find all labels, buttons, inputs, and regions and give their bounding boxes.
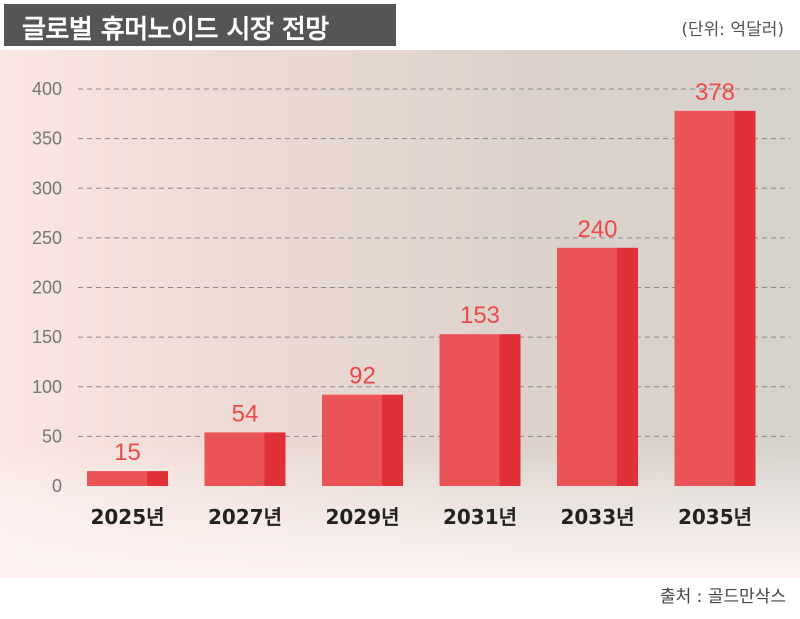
chart-header: 글로벌 휴머노이드 시장 전망 (단위: 억달러) (0, 0, 800, 50)
bar-side-3 (499, 334, 521, 486)
y-tick-label-6: 300 (32, 178, 62, 198)
chart-title: 글로벌 휴머노이드 시장 전망 (22, 15, 329, 45)
x-tick-label-0: 2025년 (90, 505, 164, 529)
x-axis-labels: 2025년 2027년 2029년 2031년 2033년 2035년 (90, 505, 752, 529)
y-tick-label-1: 50 (42, 426, 62, 446)
title-box: 글로벌 휴머노이드 시장 전망 (4, 4, 396, 46)
x-tick-label-1: 2027년 (208, 505, 282, 529)
bar-3 (439, 334, 500, 486)
value-label-3: 153 (460, 302, 500, 329)
bar-2 (322, 394, 382, 486)
value-label-4: 240 (577, 216, 617, 243)
x-tick-label-3: 2031년 (443, 505, 517, 529)
y-tick-label-4: 200 (32, 278, 62, 298)
gridlines (78, 88, 790, 437)
y-axis-ticks: 0 50 100 150 200 250 300 350 400 (32, 79, 62, 496)
value-label-1: 54 (232, 400, 259, 427)
value-labels: 15 54 92 153 240 378 (114, 79, 735, 466)
source-note: 출처 : 골드만삭스 (659, 587, 786, 607)
y-tick-label-5: 250 (32, 228, 62, 248)
y-tick-label-3: 150 (32, 327, 62, 347)
value-label-2: 92 (349, 363, 376, 390)
unit-label: (단위: 억달러) (681, 20, 784, 40)
bar-side-1 (264, 432, 286, 486)
bar-side-2 (382, 394, 403, 486)
y-tick-label-2: 100 (32, 377, 62, 397)
y-tick-label-8: 400 (32, 79, 62, 99)
x-tick-label-4: 2033년 (560, 505, 634, 529)
bar-5 (674, 110, 735, 487)
bar-side-5 (734, 110, 756, 487)
bar-side-4 (617, 247, 638, 486)
y-tick-label-7: 350 (32, 129, 62, 149)
bar-4 (557, 247, 617, 486)
chart-background-fade (0, 50, 800, 578)
x-tick-label-2: 2029년 (325, 505, 399, 529)
x-tick-label-5: 2035년 (678, 505, 752, 529)
bar-side-0 (147, 471, 168, 486)
value-label-0: 15 (114, 439, 141, 466)
value-label-5: 378 (695, 79, 735, 106)
bar-1 (204, 432, 265, 486)
y-tick-label-0: 0 (52, 476, 62, 496)
bars (87, 110, 756, 487)
bar-0 (87, 471, 147, 486)
